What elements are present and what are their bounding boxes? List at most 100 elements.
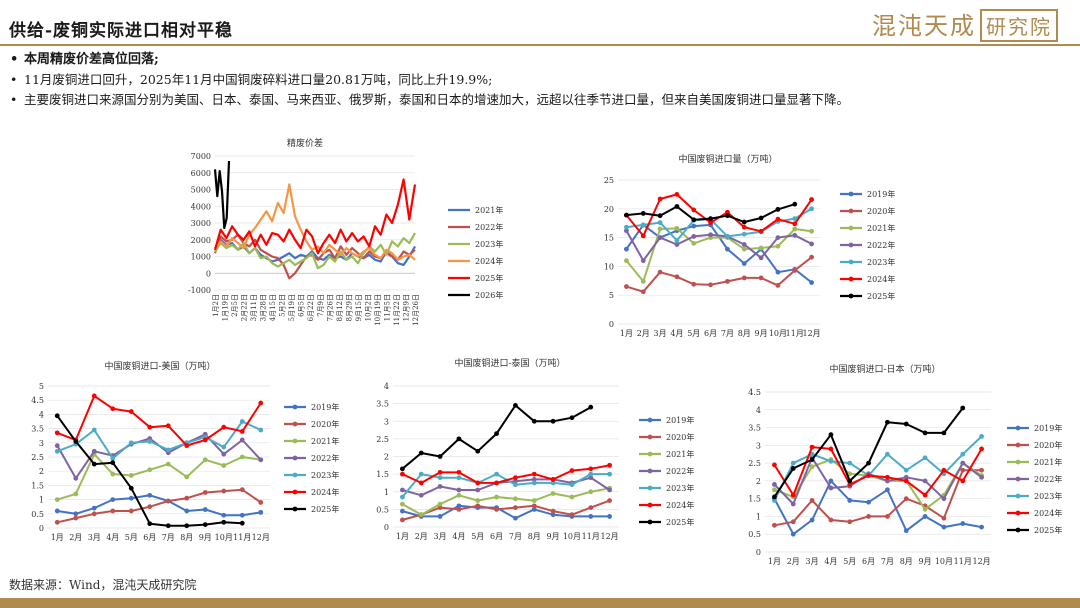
data-point — [691, 234, 697, 239]
data-point — [866, 499, 871, 505]
data-point — [828, 458, 834, 464]
x-tick-label: 9月 — [919, 557, 932, 566]
legend-marker — [848, 293, 854, 299]
data-point — [725, 246, 730, 252]
y-tick-label: 15 — [604, 234, 614, 243]
data-point — [941, 515, 947, 521]
data-point — [184, 508, 190, 514]
header: 供给-废铜实际进口相对平稳 混沌天成 研究院 — [0, 0, 1080, 44]
x-tick-label: 8月 — [528, 532, 541, 541]
series-line — [56, 420, 262, 460]
series-line — [57, 488, 262, 524]
data-point — [809, 280, 814, 285]
x-tick-label: 11月22日 — [393, 294, 401, 326]
logo-text: 混沌天成 — [872, 12, 976, 40]
legend-label: 2021年 — [311, 436, 339, 446]
data-point — [91, 461, 97, 467]
data-point — [847, 471, 853, 477]
data-point — [674, 204, 680, 209]
data-point — [184, 523, 190, 529]
x-tick-label: 6月22日 — [307, 294, 315, 321]
source-note: 数据来源：Wind，混沌天成研究院 — [9, 578, 197, 592]
series-line — [773, 479, 982, 536]
data-point — [775, 243, 781, 249]
data-point — [847, 498, 853, 503]
legend-label: 2025年 — [666, 517, 694, 527]
legend-label: 2020年 — [311, 419, 339, 429]
data-point — [513, 482, 518, 488]
y-tick-label: 3.5 — [748, 424, 761, 433]
x-tick-label: 7月26日 — [326, 294, 334, 321]
legend-marker — [292, 506, 298, 512]
y-tick-label: 1.5 — [376, 470, 389, 479]
data-point — [456, 436, 462, 442]
data-point — [437, 469, 443, 475]
data-point — [418, 450, 424, 456]
data-point — [809, 206, 814, 212]
data-point — [922, 455, 928, 461]
y-tick-label: 20 — [604, 205, 614, 214]
legend-label: 2025年 — [867, 291, 895, 301]
data-point — [73, 511, 79, 517]
data-point — [960, 460, 966, 466]
data-point — [437, 484, 443, 489]
data-point — [772, 494, 777, 500]
x-tick-label: 6月 — [862, 557, 875, 566]
x-tick-label: 2月22日 — [241, 294, 249, 321]
y-tick-label: 4 — [756, 406, 761, 415]
data-point — [809, 254, 814, 260]
y-tick-label: 3 — [384, 417, 389, 426]
data-point — [772, 522, 777, 528]
x-tick-label: 12月 — [252, 533, 270, 542]
x-tick-label: 4月 — [670, 329, 683, 338]
x-tick-label: 11月 — [233, 533, 251, 542]
data-point — [202, 522, 208, 527]
data-point — [588, 471, 594, 477]
x-tick-label: 1月 — [768, 557, 781, 566]
data-point — [640, 278, 646, 284]
y-tick-label: 0.5 — [31, 510, 44, 519]
data-point — [147, 424, 153, 430]
data-point — [239, 437, 245, 443]
data-point — [494, 494, 499, 500]
legend-label: 2022年 — [666, 466, 694, 476]
x-tick-label: 10月 — [215, 533, 233, 542]
data-point — [165, 423, 171, 429]
y-tick-label: 7000 — [191, 152, 211, 161]
data-point — [258, 500, 264, 505]
data-point — [588, 505, 594, 511]
data-point — [809, 451, 815, 457]
data-point — [400, 494, 405, 500]
data-point — [607, 471, 612, 477]
data-point — [903, 496, 909, 502]
legend-marker — [848, 276, 854, 282]
x-tick-label: 4月 — [452, 532, 465, 541]
y-tick-label: 1.5 — [748, 495, 761, 504]
data-point — [941, 524, 947, 530]
data-point — [73, 475, 79, 481]
data-point — [569, 482, 575, 488]
y-tick-label: 0 — [206, 269, 211, 278]
x-tick-label: 1月 — [620, 329, 633, 338]
data-point — [221, 463, 227, 468]
x-tick-label: 10月19日 — [374, 294, 382, 326]
data-point — [624, 228, 629, 234]
data-point — [691, 217, 697, 223]
data-point — [979, 474, 984, 480]
data-point — [494, 506, 499, 512]
data-point — [54, 413, 60, 419]
x-tick-label: 4月15日 — [269, 294, 277, 321]
x-tick-label: 3月 — [88, 533, 101, 542]
series-line — [401, 464, 610, 484]
legend-marker — [1015, 425, 1021, 431]
data-point — [147, 521, 153, 527]
y-tick-label: -1000 — [188, 286, 211, 295]
x-tick-label: 7月9日 — [317, 294, 325, 317]
legend-label: 2023年 — [666, 483, 694, 493]
data-point — [221, 512, 227, 518]
data-point — [588, 404, 594, 410]
data-point — [809, 197, 814, 202]
data-point — [91, 393, 97, 399]
data-point — [640, 258, 646, 264]
legend-marker — [292, 404, 298, 410]
